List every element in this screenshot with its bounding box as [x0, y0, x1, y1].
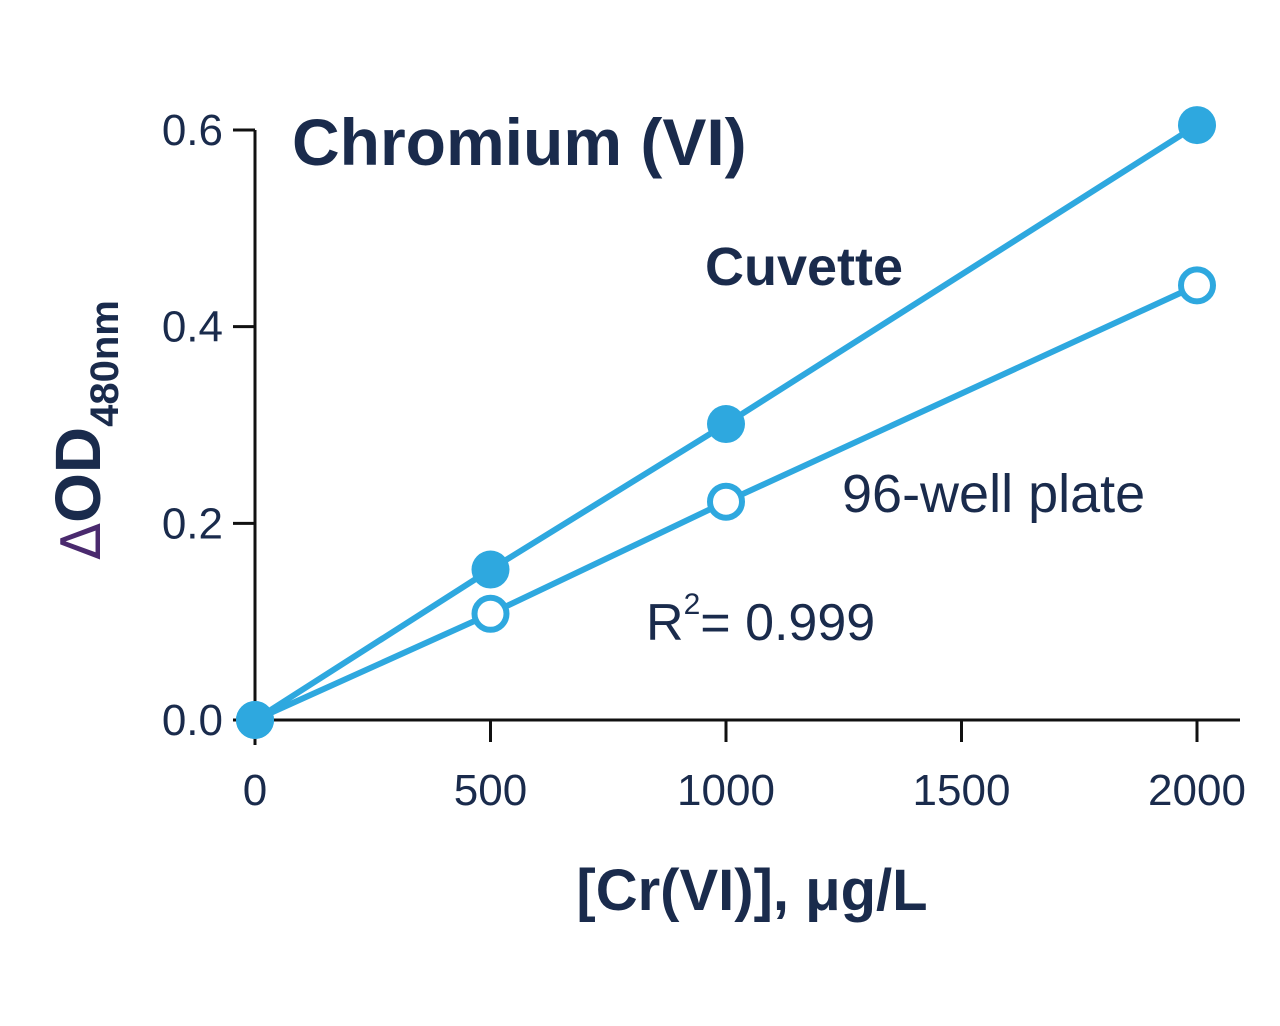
data-point-series-1	[707, 482, 745, 521]
r-squared-value: = 0.999	[700, 594, 875, 652]
ticks: 0 500 1000 1500 2000 0.0 0.2 0.4 0.6	[162, 106, 1246, 815]
x-tick-label: 1500	[913, 766, 1011, 815]
data-point-series-0	[236, 701, 274, 739]
data-point-series-0	[1178, 106, 1216, 145]
data-point-series-0	[471, 550, 510, 589]
x-tick-label: 1000	[677, 766, 775, 815]
r-squared-annotation: R2= 0.999	[646, 588, 875, 652]
data-point-series-1	[471, 594, 510, 633]
x-tick-label: 2000	[1148, 766, 1246, 815]
series-line-0	[253, 122, 1199, 723]
y-axis-title: ΔOD480nm	[42, 300, 127, 560]
series-line-1	[253, 282, 1199, 723]
x-tick-label: 500	[454, 766, 527, 815]
y-axis-title-od: OD	[42, 427, 114, 523]
y-tick-label: 0.6	[162, 106, 223, 155]
y-tick-label: 0.4	[162, 303, 223, 352]
series-label-96-well-plate: 96-well plate	[842, 464, 1145, 524]
x-axis-title: [Cr(VI)], μg/L	[576, 858, 927, 923]
svg-text:ΔOD480nm: ΔOD480nm	[42, 300, 127, 560]
y-tick-label: 0.0	[162, 696, 223, 745]
y-axis-title-delta: Δ	[50, 523, 113, 560]
x-tick-label: 0	[243, 766, 267, 815]
series-points	[236, 106, 1216, 739]
y-tick-label: 0.2	[162, 499, 223, 548]
data-point-series-1	[1178, 266, 1216, 305]
series-label-cuvette: Cuvette	[705, 237, 903, 297]
r-squared-superscript: 2	[684, 588, 701, 621]
series-lines	[253, 122, 1199, 723]
chart-title: Chromium (VI)	[292, 105, 747, 179]
y-axis-title-subscript: 480nm	[83, 300, 127, 427]
data-point-series-0	[707, 405, 745, 444]
r-squared-base: R	[646, 594, 684, 652]
